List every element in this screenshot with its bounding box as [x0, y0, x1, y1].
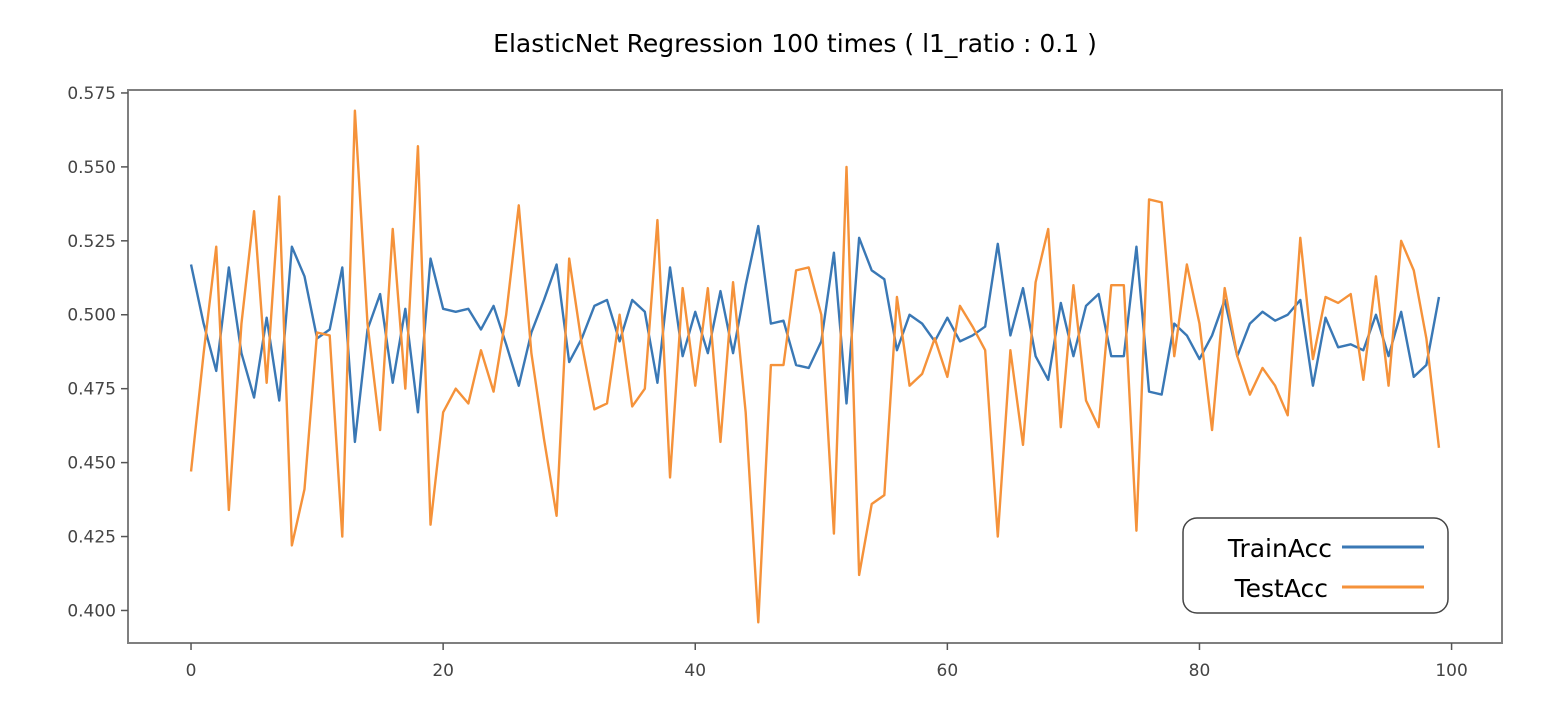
- y-axis: 0.400 0.425 0.450 0.475 0.500 0.525 0.550 0.575: [67, 84, 128, 621]
- series-line-testacc: [189, 109, 1441, 624]
- y-tick-label: 0.450: [67, 454, 116, 474]
- series-layer: [189, 109, 1441, 624]
- x-tick-label: 0: [186, 661, 197, 681]
- y-tick-label: 0.500: [67, 306, 116, 326]
- legend-item-test: TestAcc: [1234, 574, 1424, 603]
- x-tick-label: 40: [684, 661, 706, 681]
- y-tick-label: 0.425: [67, 528, 116, 548]
- y-tick-label: 0.550: [67, 158, 116, 178]
- legend-item-train: TrainAcc: [1227, 534, 1424, 563]
- legend: TrainAcc TestAcc: [1182, 517, 1449, 614]
- x-axis: 0 20 40 60 80 100: [186, 643, 1468, 681]
- x-tick-label: 20: [432, 661, 454, 681]
- legend-box: [1182, 517, 1449, 614]
- y-tick-label: 0.400: [67, 601, 116, 621]
- y-tick-label: 0.525: [67, 232, 116, 252]
- x-tick-label: 60: [937, 661, 959, 681]
- y-tick-label: 0.475: [67, 380, 116, 400]
- legend-label-train: TrainAcc: [1227, 534, 1332, 563]
- x-tick-label: 100: [1435, 661, 1467, 681]
- y-tick-label: 0.575: [67, 84, 116, 104]
- legend-label-test: TestAcc: [1234, 574, 1328, 603]
- x-tick-label: 80: [1189, 661, 1211, 681]
- chart-title: ElasticNet Regression 100 times ( l1_rat…: [493, 29, 1097, 58]
